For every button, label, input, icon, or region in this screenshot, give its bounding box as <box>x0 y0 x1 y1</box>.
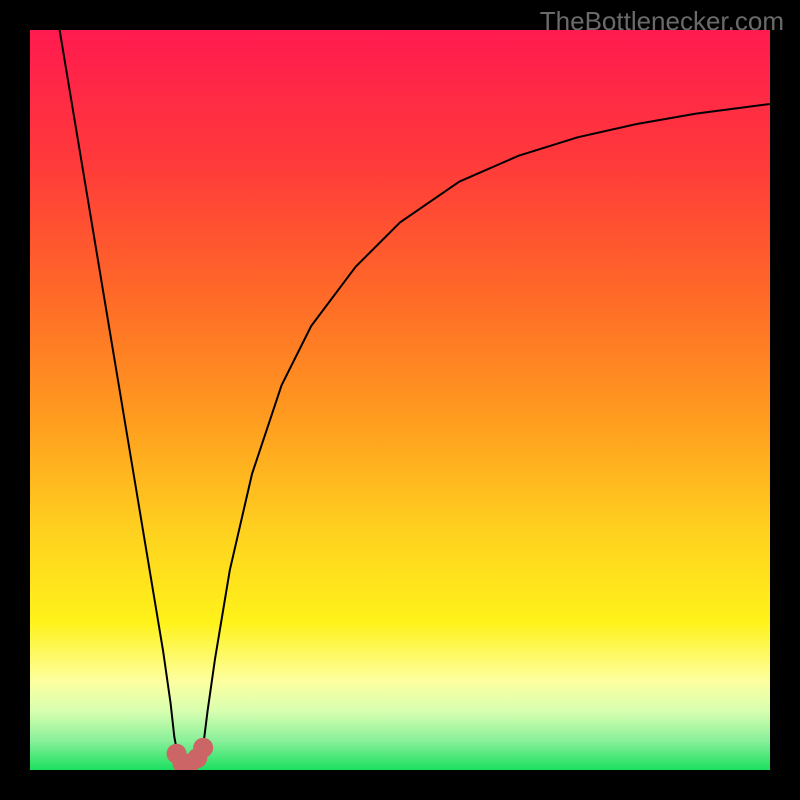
trough-marker <box>193 738 213 758</box>
figure-frame: TheBottlenecker.com <box>0 0 800 800</box>
watermark-label: TheBottlenecker.com <box>540 6 784 37</box>
bottleneck-chart <box>30 30 770 770</box>
plot-background <box>30 30 770 770</box>
